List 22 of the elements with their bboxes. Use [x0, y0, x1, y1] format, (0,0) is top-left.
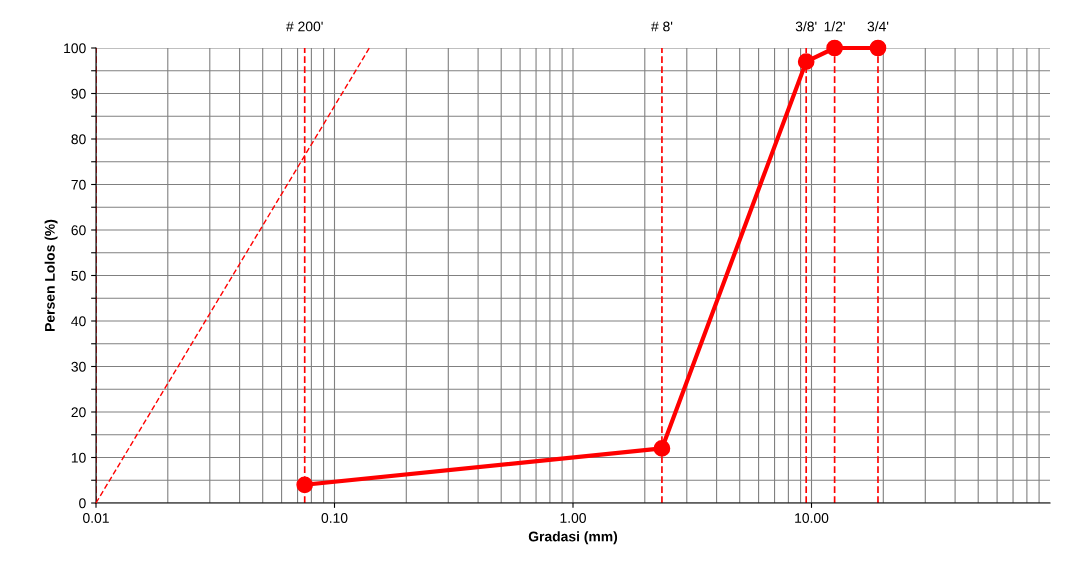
annotation: 1/2' — [824, 21, 845, 32]
y-tick-label: 0 — [79, 498, 86, 509]
y-tick-label: 50 — [71, 270, 86, 281]
y-tick-label: 40 — [71, 316, 86, 327]
y-tick-label: 10 — [71, 452, 86, 463]
y-tick-label: 70 — [71, 179, 86, 190]
annotation: # 8' — [651, 21, 673, 32]
y-tick-label: 100 — [64, 43, 86, 54]
annotation: # 200' — [286, 21, 323, 32]
annotation: 3/8' — [795, 21, 817, 32]
y-tick-label: 60 — [71, 225, 86, 236]
y-tick-label: 20 — [71, 407, 86, 418]
x-axis-title: Gradasi (mm) — [528, 531, 618, 545]
annotation: 3/4' — [867, 21, 889, 32]
y-axis-title: Persen Lolos (%) — [44, 219, 58, 331]
x-tick-label: 1.00 — [560, 513, 586, 523]
x-tick-label: 0.01 — [83, 513, 109, 523]
x-tick-label: 0.10 — [321, 513, 348, 523]
x-tick-label: 10.00 — [795, 513, 829, 523]
y-tick-label: 30 — [71, 361, 86, 372]
y-tick-label: 90 — [71, 88, 86, 99]
y-tick-label: 80 — [71, 134, 86, 145]
